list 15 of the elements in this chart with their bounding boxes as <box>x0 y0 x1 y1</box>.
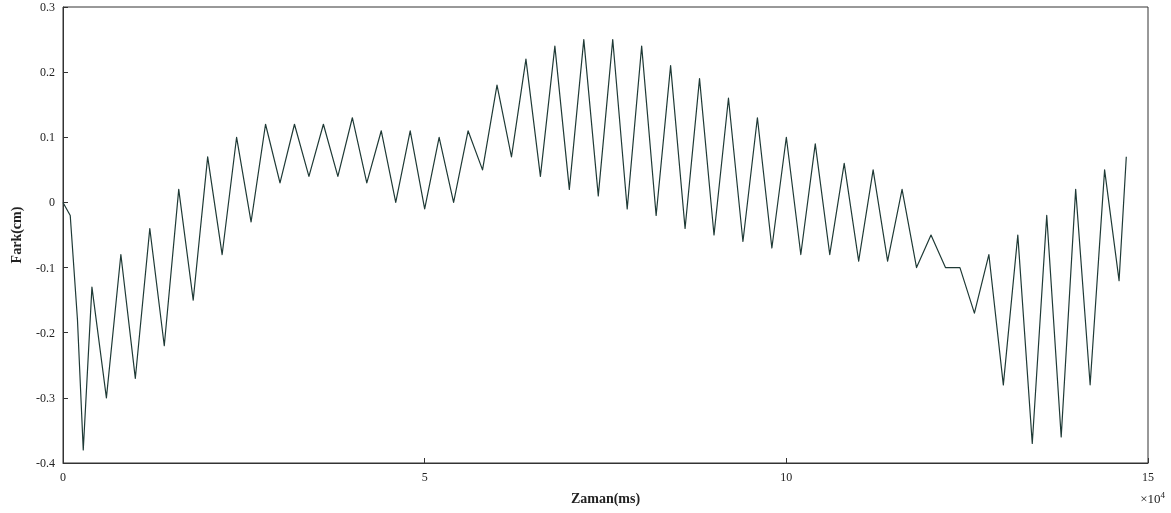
x-tick-label: 15 <box>1142 470 1154 484</box>
line-series <box>62 38 1127 451</box>
y-tick-label: -0.4 <box>36 456 55 470</box>
x-tick-label: 0 <box>60 470 66 484</box>
x-axis-title: Zaman(ms) <box>570 490 641 507</box>
y-axis-title: Fark(cm) <box>8 206 25 264</box>
y-tick-label: 0.2 <box>40 65 55 80</box>
y-tick-label: 0.1 <box>40 130 55 145</box>
y-tick-label: -0.2 <box>36 325 55 340</box>
y-tick-label: -0.3 <box>36 390 55 405</box>
x-tick-label: 5 <box>421 470 428 484</box>
y-tick-label: -0.1 <box>36 260 55 275</box>
y-tick-label: 0 <box>49 195 55 210</box>
x-tick-label: 10 <box>780 470 793 484</box>
y-tick-label: 0.3 <box>40 0 55 14</box>
